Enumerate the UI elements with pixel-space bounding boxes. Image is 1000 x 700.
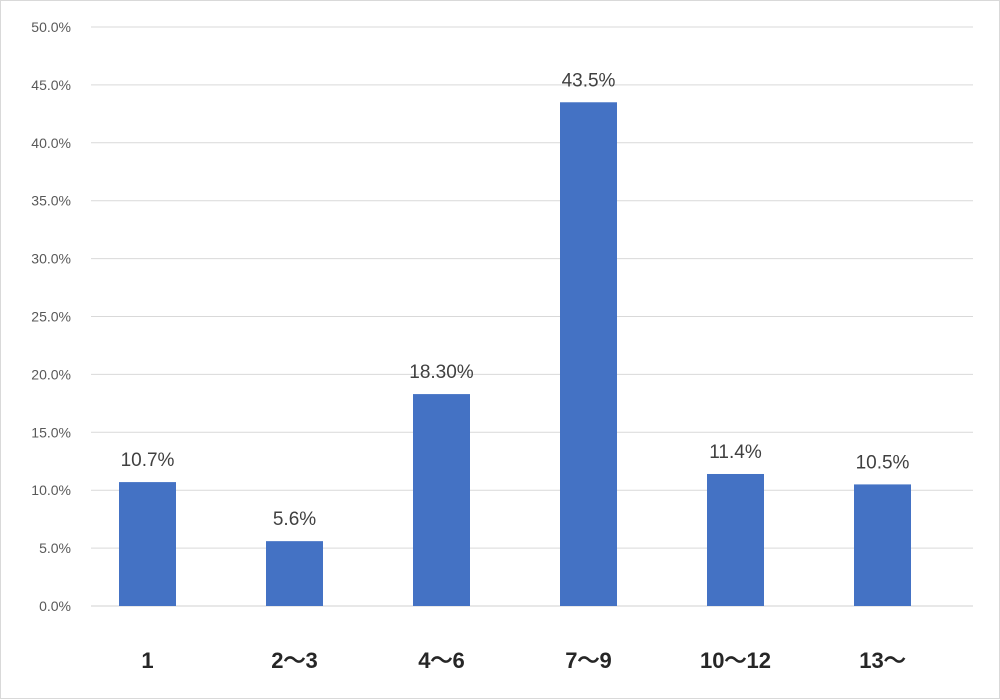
gridlines <box>91 26 973 607</box>
x-tick-label: 4～6 <box>418 648 464 673</box>
y-tick-label: 50.0% <box>31 19 71 35</box>
y-tick-label: 20.0% <box>31 366 71 382</box>
data-label: 18.30% <box>409 362 474 383</box>
bars <box>119 102 911 607</box>
bar <box>560 102 617 607</box>
x-tick-label: 13～ <box>859 648 905 673</box>
y-tick-label: 40.0% <box>31 135 71 151</box>
data-label: 43.5% <box>562 70 616 91</box>
x-tick-label: 2～3 <box>271 648 317 673</box>
y-tick-label: 5.0% <box>39 540 71 556</box>
y-tick-label: 10.0% <box>31 482 71 498</box>
x-tick-label: 7～9 <box>565 648 611 673</box>
y-tick-label: 0.0% <box>39 598 71 614</box>
y-tick-label: 25.0% <box>31 309 71 325</box>
data-label: 10.5% <box>856 452 910 473</box>
bar <box>413 394 470 606</box>
data-label: 11.4% <box>709 442 762 463</box>
x-axis-ticks: 1 2～3 4～6 7～9 10～12 13～ <box>141 648 905 673</box>
bar <box>119 482 176 606</box>
y-tick-label: 35.0% <box>31 193 71 209</box>
data-labels: 10.7% 5.6% 18.30% 43.5% 11.4% 10.5% <box>121 70 910 530</box>
bar <box>854 484 911 606</box>
y-tick-label: 15.0% <box>31 424 71 440</box>
x-tick-label: 10～12 <box>700 648 771 673</box>
y-tick-label: 30.0% <box>31 251 71 267</box>
y-axis-ticks: 0.0% 5.0% 10.0% 15.0% 20.0% 25.0% 30.0% 35.0% 40… <box>31 19 71 614</box>
bar <box>707 473 764 606</box>
data-label: 10.7% <box>121 450 175 471</box>
bar <box>266 541 323 606</box>
data-label: 5.6% <box>273 509 316 530</box>
x-tick-label: 1 <box>141 648 153 673</box>
y-tick-label: 45.0% <box>31 77 71 93</box>
